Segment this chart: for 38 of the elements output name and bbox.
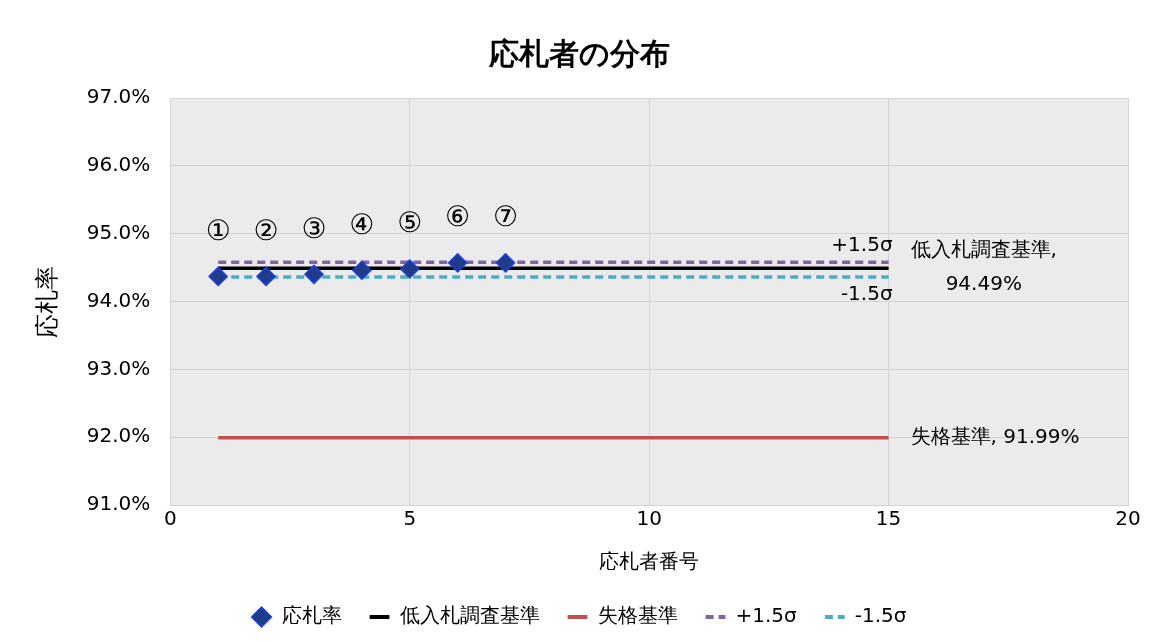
annotation: ⑥ <box>445 200 471 234</box>
y-tick-label: 96.0% <box>86 152 151 177</box>
legend-label: 失格基準 <box>597 603 678 628</box>
y-tick-label: 94.0% <box>86 287 151 312</box>
point <box>495 253 516 273</box>
legend-label: 応札率 <box>281 603 342 628</box>
legend-label: -1.5σ <box>854 603 907 628</box>
x-tick-label: 0 <box>163 506 177 531</box>
y-axis-title: 応札率 <box>32 265 61 338</box>
x-tick-label: 5 <box>403 506 417 531</box>
annotation: +1.5σ <box>831 232 893 257</box>
annotation: 失格基準, 91.99% <box>910 424 1080 449</box>
x-axis-title: 応札者番号 <box>599 549 700 574</box>
x-tick-label: 20 <box>1115 506 1141 531</box>
x-tick-label: 15 <box>875 506 902 531</box>
point <box>352 260 372 281</box>
point <box>304 264 324 285</box>
y-tick-label: 91.0% <box>86 491 151 516</box>
point <box>256 266 276 287</box>
chart-title: 応札者の分布 <box>487 35 670 71</box>
annotation: ② <box>253 213 279 247</box>
annotation: ① <box>205 213 231 247</box>
point <box>447 253 468 273</box>
y-tick-label: 97.0% <box>86 84 151 109</box>
annotation: ③ <box>301 211 327 245</box>
point <box>400 259 420 279</box>
legend-label: 低入札調査基準 <box>399 603 540 628</box>
x-tick-label: 10 <box>636 506 662 531</box>
y-tick-label: 95.0% <box>86 219 151 244</box>
annotation: 低入札調査基準, 94.49% <box>910 237 1057 296</box>
annotation: ④ <box>349 207 375 241</box>
annotation: ⑦ <box>492 200 519 234</box>
annotation: ⑤ <box>397 206 423 240</box>
legend-label: +1.5σ <box>735 603 798 628</box>
y-tick-label: 93.0% <box>86 355 151 380</box>
y-tick-label: 92.0% <box>86 423 151 448</box>
point <box>208 266 228 287</box>
annotation: -1.5σ <box>840 281 893 306</box>
